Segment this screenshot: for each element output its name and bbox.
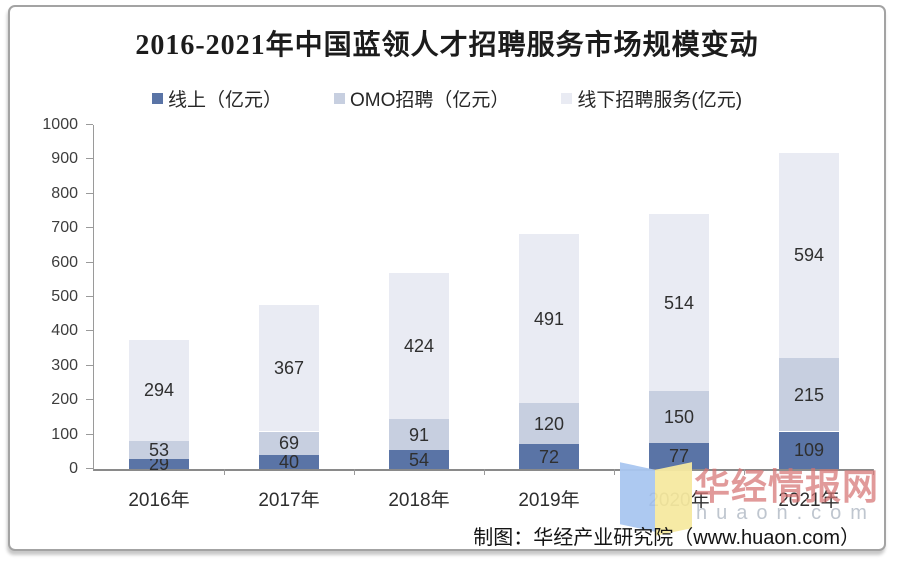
legend-label: OMO招聘（亿元） <box>349 90 510 111</box>
bar-value-label: 77 <box>668 445 690 466</box>
y-tick-label: 1000 <box>42 116 78 133</box>
bar-value-label: 91 <box>408 424 430 445</box>
x-tick-label: 2018年 <box>388 490 450 511</box>
y-axis-tick <box>86 364 93 366</box>
y-tick-label: 700 <box>51 219 78 237</box>
x-axis-tick <box>873 469 874 475</box>
y-axis-tick <box>86 330 93 332</box>
y-tick-label: 0 <box>69 460 78 477</box>
legend-item-1: OMO招聘（亿元） <box>333 85 510 112</box>
bar-segment <box>389 419 449 451</box>
bar-segment <box>129 339 189 441</box>
bar-segment <box>259 431 319 456</box>
attribution-text: 制图：华经产业研究院（www.huaon.com） <box>473 527 860 549</box>
bar-segment <box>129 440 189 459</box>
x-axis-tick <box>224 469 225 475</box>
bar-segment <box>779 431 839 469</box>
bar-value-label: 29 <box>148 454 170 474</box>
legend-item-0: 线上（亿元） <box>151 85 282 112</box>
plot-area: 0 100 200 300 400 500 600 700 800 900 1000 29 53 294 2… <box>42 116 874 511</box>
bar-value-label: 424 <box>403 336 435 357</box>
bar-value-label: 54 <box>408 449 430 470</box>
legend-label: 线下招聘服务(亿元) <box>577 90 743 111</box>
x-tick-label: 2021年 <box>778 490 840 511</box>
legend-swatch-icon <box>561 93 573 104</box>
bar-value-label: 53 <box>148 439 170 460</box>
bar-value-label: 294 <box>143 380 175 401</box>
y-tick-label: 600 <box>51 253 78 271</box>
y-axis-tick <box>86 158 93 160</box>
bar-segment <box>129 459 189 469</box>
y-tick-label: 100 <box>51 425 78 443</box>
bar-segment <box>649 214 709 391</box>
legend-swatch-icon <box>151 93 163 104</box>
y-tick-label: 500 <box>51 288 78 305</box>
x-tick-label: 2019年 <box>518 490 580 511</box>
y-axis-tick <box>86 192 93 194</box>
x-axis-tick <box>484 469 485 475</box>
y-axis-tick <box>86 227 93 229</box>
y-axis-tick <box>86 433 93 435</box>
bar-value-label: 594 <box>793 245 825 266</box>
bar-segment <box>389 273 449 420</box>
x-tick-label: 2016年 <box>128 490 190 511</box>
bar-value-label: 120 <box>533 413 565 434</box>
legend-swatch-icon <box>333 93 345 104</box>
bar-segment <box>259 455 319 469</box>
y-tick-label: 900 <box>51 150 78 168</box>
legend-label: 线上（亿元） <box>167 90 282 111</box>
y-tick-label: 400 <box>51 322 78 340</box>
x-axis-tick <box>744 469 745 475</box>
bar-segment <box>779 153 839 358</box>
bar-value-label: 69 <box>278 433 300 454</box>
y-axis-tick <box>86 261 93 263</box>
bar-value-label: 215 <box>793 384 825 405</box>
y-axis-tick <box>86 296 93 297</box>
bar-value-label: 72 <box>538 446 560 467</box>
chart-legend: 线上（亿元） OMO招聘（亿元） 线下招聘服务(亿元) <box>10 85 884 112</box>
y-tick-label: 200 <box>51 391 78 409</box>
chart-card: 2016-2021年中国蓝领人才招聘服务市场规模变动 线上（亿元） OMO招聘（亿… <box>8 5 886 551</box>
bar-value-label: 150 <box>663 406 695 427</box>
y-axis-tick <box>86 399 93 401</box>
chart-title: 2016-2021年中国蓝领人才招聘服务市场规模变动 <box>135 30 759 61</box>
y-axis-tick <box>86 124 93 125</box>
y-axis-tick <box>86 468 93 469</box>
bar-value-label: 491 <box>533 308 565 329</box>
bar-value-label: 514 <box>663 292 695 313</box>
x-axis-tick <box>614 469 615 475</box>
bar-segment <box>649 390 709 443</box>
bar-segment <box>519 402 579 445</box>
y-tick-label: 300 <box>51 356 78 374</box>
bar-value-label: 40 <box>278 452 300 473</box>
bar-value-label: 367 <box>273 358 305 379</box>
bar-segment <box>519 234 579 403</box>
bar-segment <box>259 305 319 432</box>
x-axis-tick <box>354 469 355 475</box>
bar-value-label: 109 <box>793 440 825 461</box>
x-tick-label: 2020年 <box>648 490 710 511</box>
bar-segment <box>519 444 579 469</box>
bar-segment <box>389 450 449 469</box>
legend-item-2: 线下招聘服务(亿元) <box>561 85 742 112</box>
bar-segment <box>779 357 839 432</box>
y-tick-label: 800 <box>51 184 78 202</box>
x-tick-label: 2017年 <box>258 490 320 511</box>
